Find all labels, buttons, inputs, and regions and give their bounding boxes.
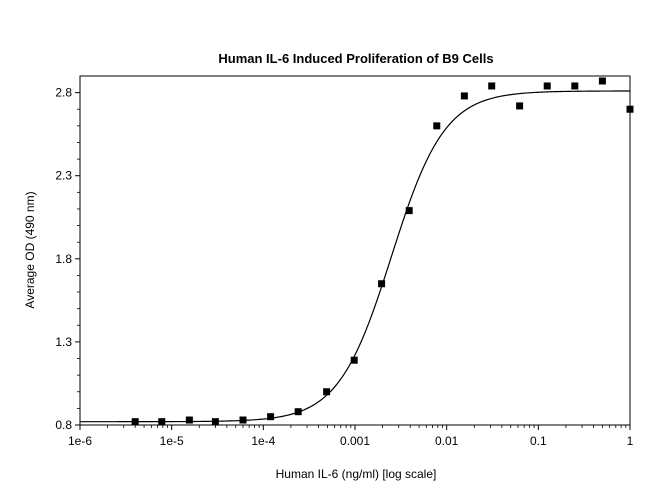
y-tick-label: 1.8	[55, 252, 72, 266]
data-point	[543, 82, 551, 90]
data-point	[571, 82, 579, 90]
y-axis-label: Average OD (490 nm)	[23, 191, 37, 308]
x-tick-label: 0.1	[530, 434, 547, 448]
x-tick-label: 1	[627, 434, 634, 448]
data-point	[211, 418, 219, 426]
data-point	[433, 122, 441, 130]
x-tick-label: 0.01	[435, 434, 459, 448]
chart-title: Human IL-6 Induced Proliferation of B9 C…	[218, 51, 493, 66]
data-point	[323, 388, 331, 396]
data-point	[294, 408, 302, 416]
data-point	[405, 207, 413, 215]
data-point	[516, 102, 524, 110]
data-point	[488, 82, 496, 90]
y-tick-label: 2.8	[55, 86, 72, 100]
data-point	[239, 416, 247, 424]
data-point	[267, 413, 275, 421]
y-axis: 0.8 1.3 1.8 2.3 2.8	[55, 86, 80, 432]
data-point	[626, 105, 634, 113]
y-tick-label: 0.8	[55, 418, 72, 432]
data-point	[350, 356, 358, 364]
fit-curve-layer	[80, 90, 630, 423]
data-point	[131, 418, 139, 426]
x-axis: 1e-6 1e-5 1e-4 0.001 0.01 0.1 1	[68, 425, 634, 448]
plot-area	[79, 75, 631, 426]
fit-curve-line	[80, 90, 630, 423]
x-axis-label: Human IL-6 (ng/ml) [log scale]	[276, 467, 437, 481]
data-point	[460, 92, 468, 100]
data-point	[598, 77, 606, 85]
y-tick-label: 1.3	[55, 335, 72, 349]
x-tick-label: 1e-5	[160, 434, 184, 448]
x-tick-label: 0.001	[340, 434, 370, 448]
data-point	[185, 416, 193, 424]
data-points-layer	[131, 77, 634, 426]
data-point	[158, 418, 166, 426]
x-tick-label: 1e-4	[251, 434, 275, 448]
data-point	[378, 280, 386, 288]
y-tick-label: 2.3	[55, 169, 72, 183]
x-tick-label: 1e-6	[68, 434, 92, 448]
